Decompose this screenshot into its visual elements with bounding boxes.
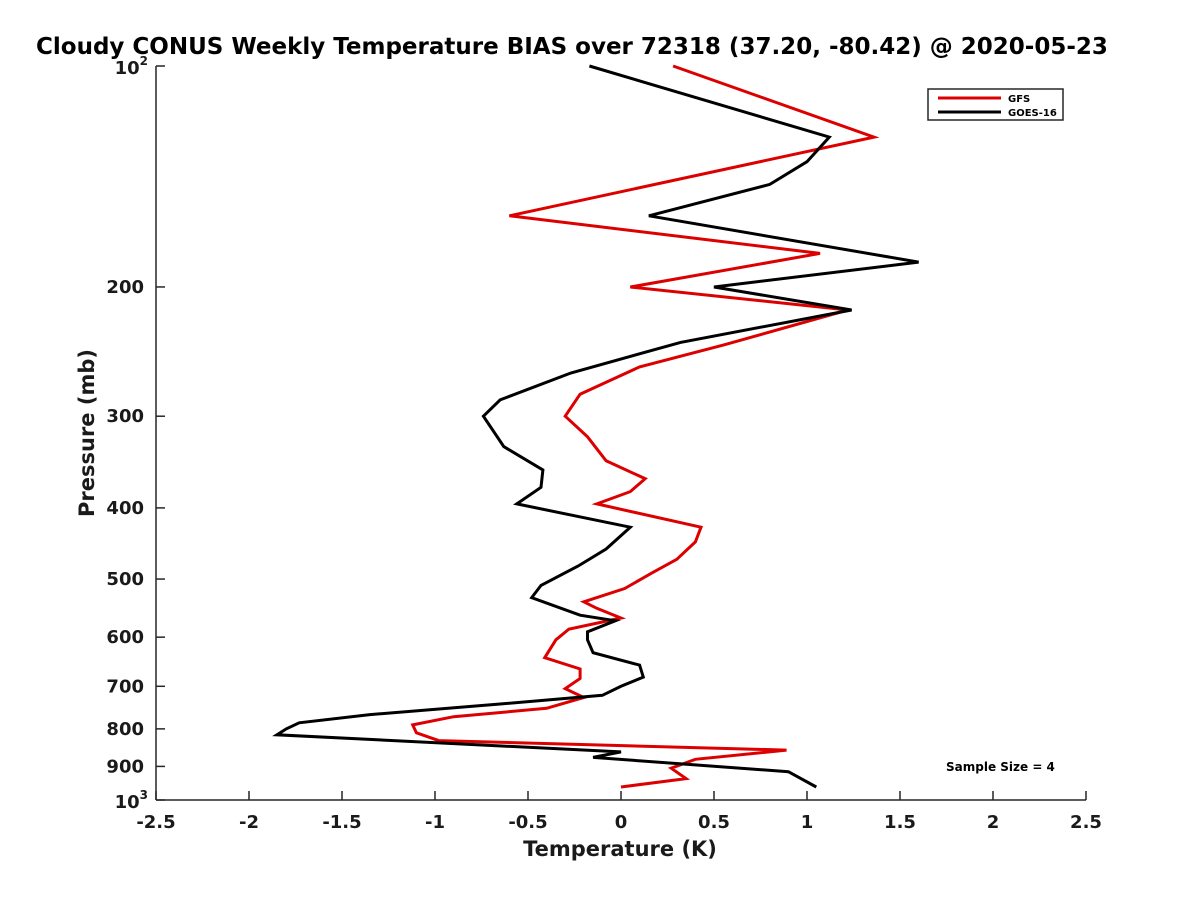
y-tick-label: 300 xyxy=(106,406,144,427)
x-tick-label: 1.5 xyxy=(884,812,916,833)
y-tick-label: 500 xyxy=(106,569,144,590)
series-line-goes-16 xyxy=(272,64,919,789)
x-tick-label: -2 xyxy=(239,812,259,833)
x-tick-label: -1 xyxy=(425,812,445,833)
y-tick-label: 900 xyxy=(106,756,144,777)
legend: GFS GOES-16 xyxy=(927,88,1064,121)
x-tick-label: 2 xyxy=(987,812,1000,833)
legend-box xyxy=(927,88,1064,121)
y-tick-label: 600 xyxy=(106,627,144,648)
y-tick-label: 200 xyxy=(106,277,144,298)
x-tick-label: 1 xyxy=(801,812,814,833)
y-tick-label: 800 xyxy=(106,719,144,740)
y-tick-label: 400 xyxy=(106,498,144,519)
series-line-gfs xyxy=(410,64,880,789)
x-tick-label: 2.5 xyxy=(1070,812,1102,833)
legend-label-gfs: GFS xyxy=(1008,94,1030,105)
x-tick-label: -2.5 xyxy=(136,812,175,833)
y-tick-label: 102 xyxy=(115,54,148,79)
x-tick-label: 0.5 xyxy=(698,812,730,833)
legend-label-goes-16: GOES-16 xyxy=(1008,108,1057,119)
y-tick-label: 103 xyxy=(115,788,148,813)
y-axis-label: Pressure (mb) xyxy=(75,349,99,517)
series-layer xyxy=(272,64,919,789)
x-tick-label: 0 xyxy=(615,812,628,833)
x-tick-label: -0.5 xyxy=(508,812,547,833)
x-axis-label: Temperature (K) xyxy=(523,837,717,861)
sample-size-annotation: Sample Size = 4 xyxy=(946,760,1055,774)
x-tick-label: -1.5 xyxy=(322,812,361,833)
y-tick-label: 700 xyxy=(106,676,144,697)
axes: -2.5 -2 -1.5 -1 -0.5 0 0.5 1 1.5 2 2.5 102 200 300 400… xyxy=(106,54,1102,833)
chart-title: Cloudy CONUS Weekly Temperature BIAS ove… xyxy=(36,34,1108,60)
